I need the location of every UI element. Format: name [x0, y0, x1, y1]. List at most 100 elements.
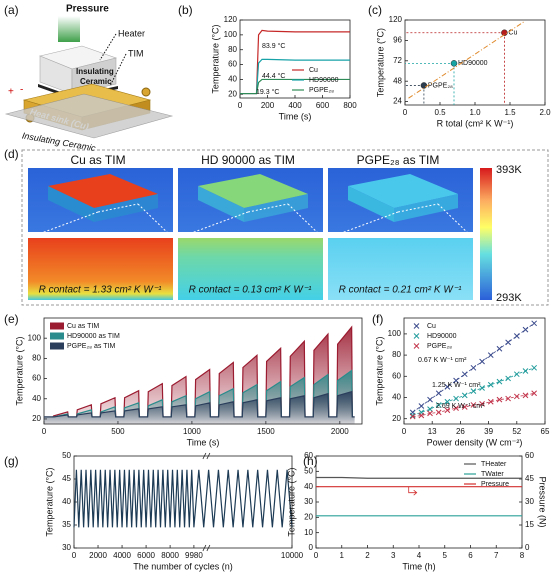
x-tick-label: 4000: [113, 551, 131, 560]
legend-label: PGPE₂₈: [427, 343, 452, 350]
y-tick-label: 100: [224, 30, 238, 39]
point: [522, 368, 529, 374]
y-axis-label: Temperature (°C): [14, 336, 24, 405]
point: [479, 358, 485, 365]
x-tick-label: 1500: [257, 427, 275, 436]
guide-line: [405, 85, 425, 105]
annotation: 0.67 K W⁻¹ cm²: [418, 357, 467, 364]
y-tick-label: 30: [62, 543, 71, 552]
panel-d: (d) 393K 293K Cu as TIM R contact = 1.33 …: [4, 147, 549, 306]
panel-label: (d): [4, 147, 19, 161]
panel-a: (a) Pressure Insulating Ceramic Heat sin…: [4, 3, 174, 153]
y-tick-label: 45: [62, 474, 71, 483]
legend-label: HD90000: [309, 77, 339, 84]
legend-label: TWater: [481, 471, 504, 478]
box-front: [348, 186, 394, 222]
ceramic-label: Insulating: [76, 67, 114, 76]
y-tick-label: 20: [392, 414, 401, 423]
point: [531, 390, 538, 397]
point: [513, 333, 520, 339]
point: [427, 396, 433, 403]
x-tick-label: 2.0: [539, 108, 551, 117]
x-axis-label: Time (s): [279, 111, 312, 121]
panel-frame: [21, 149, 549, 306]
box-top: [348, 174, 458, 208]
point-label: HD90000: [458, 60, 488, 67]
point: [461, 404, 468, 410]
y-tick-label: 40: [304, 482, 313, 491]
x-tick-label: 500: [111, 427, 125, 436]
point: [531, 364, 538, 371]
heatmap-section: [28, 238, 173, 300]
y-axis-label: Temperature (°C): [286, 467, 296, 536]
point: [522, 392, 529, 399]
legend-label: Cu as TIM: [67, 323, 99, 330]
zoom-line: [177, 203, 324, 239]
point: [487, 381, 494, 388]
y-tick-label: 20: [304, 512, 313, 521]
point: [470, 388, 477, 394]
box-front: [48, 186, 94, 222]
point: [418, 403, 425, 409]
heatmap-title: HD 90000 as TIM: [201, 153, 295, 167]
ceramic-side: [71, 57, 117, 95]
point-label: PGPE₂₈: [428, 82, 453, 89]
x-tick-label: 5: [443, 551, 448, 560]
point: [420, 82, 428, 89]
box-side: [94, 194, 158, 222]
panel-label: (f): [372, 312, 383, 326]
legend-label: HD90000: [427, 333, 457, 340]
line: [73, 469, 293, 528]
y-tick-label: 40: [32, 394, 41, 403]
x-axis-label: The number of cycles (n): [133, 561, 233, 571]
box-side: [394, 194, 458, 222]
annotation: 83.9 °C: [262, 42, 285, 50]
point: [444, 407, 451, 414]
pressure-arrow: [58, 16, 80, 42]
point: [461, 392, 468, 399]
x-tick-label: 1.5: [504, 108, 516, 117]
x-tick-label: 0: [402, 427, 407, 436]
rcontact-label: R contact = 1.33 cm² K W⁻¹: [39, 285, 162, 296]
x-tick-label: 7: [494, 551, 499, 560]
point: [496, 396, 503, 403]
legend-label: Cu: [309, 67, 318, 74]
heatmap-title: Cu as TIM: [70, 153, 125, 167]
x-tick-label: 0: [42, 427, 47, 436]
x-axis-label: Time (s): [187, 437, 220, 447]
line: [240, 29, 350, 95]
point: [418, 412, 425, 419]
trend-line: [408, 21, 525, 99]
y-tick-label: 50: [304, 466, 313, 475]
legend-label: THeater: [481, 461, 507, 468]
x-axis-label: Power density (W cm⁻²): [427, 437, 523, 447]
tim-label: TIM: [128, 48, 144, 58]
y-axis-label: Temperature (°C): [44, 467, 54, 536]
x-tick-label: 2000: [89, 551, 107, 560]
y-tick-label: 72: [393, 56, 402, 65]
panel-label: (b): [178, 3, 193, 17]
annotation: 44.4 °C: [262, 72, 285, 80]
point: [479, 385, 485, 391]
heatmap-section: [178, 238, 323, 300]
x-tick-label: 0: [238, 101, 243, 110]
y-tick-label: 30: [304, 497, 313, 506]
y-tick-label: 120: [389, 15, 403, 24]
y-tick-label: 24: [393, 97, 402, 106]
x-axis-label: Time (h): [402, 561, 435, 571]
x-tick-label: 0: [314, 551, 319, 560]
y-tick-label: 80: [392, 350, 401, 359]
y-tick-label: 35: [62, 520, 71, 529]
annotation: 2.69 K W⁻¹ cm²: [436, 403, 485, 410]
x-tick-label: 0: [403, 108, 408, 117]
legend-label: PGPE₂₈ as TIM: [67, 343, 115, 350]
legend-swatch: [413, 323, 420, 329]
y-tick-label: 20: [32, 414, 41, 423]
legend-label: HD90000 as TIM: [67, 333, 120, 340]
axis-break: [202, 452, 211, 460]
point: [487, 398, 494, 405]
box-front: [198, 186, 244, 222]
x-tick-label: 1.0: [469, 108, 481, 117]
y-tick-label: 0: [309, 543, 314, 552]
zoom-line: [27, 203, 174, 239]
